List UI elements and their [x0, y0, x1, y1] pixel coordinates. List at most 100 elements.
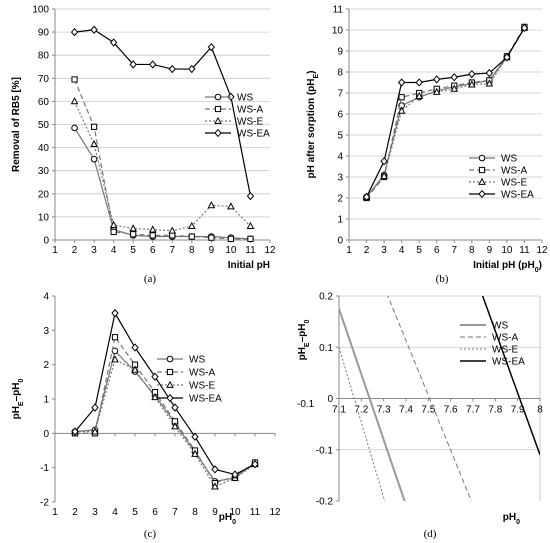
point-ws-ea	[111, 309, 119, 318]
point-ws-e	[129, 224, 138, 232]
x-axis-label: Initial pH	[228, 260, 270, 271]
y-tick-label: 60	[38, 97, 50, 108]
y-tick-label: 4	[337, 152, 343, 163]
point-ws-e	[246, 221, 255, 230]
legend-marker-ws-ea	[214, 128, 222, 138]
series-ws-ea	[481, 296, 540, 456]
x-tick-label: 9	[212, 507, 218, 518]
x-tick-label: 2	[72, 245, 78, 256]
x-tick-label: 6	[150, 245, 156, 256]
y-axis-label: pH after sorption (pHE)	[306, 70, 320, 178]
legend-label-ws-ea: WS-EA	[237, 129, 270, 140]
legend-marker-ws	[214, 93, 222, 101]
series-ws-e	[70, 97, 255, 234]
x-tick-label: 7	[169, 245, 175, 256]
x-tick-label: 9	[487, 245, 493, 256]
point-ws-a	[398, 94, 405, 101]
point-ws-ea	[485, 68, 494, 78]
x-tick-label: 9	[209, 245, 215, 256]
point-ws-ea	[188, 64, 196, 74]
x-tick-label: 7.8	[488, 405, 502, 416]
series-line-ws-e	[339, 347, 386, 501]
point-ws-e	[415, 91, 424, 100]
point-ws-a	[247, 235, 254, 242]
y-tick-label: 100	[32, 5, 49, 16]
point-ws-ea	[71, 427, 79, 436]
legend-label-ws: WS	[237, 93, 253, 104]
x-axis-label: pH0	[219, 512, 236, 526]
legend-label-ws-a: WS-A	[189, 368, 215, 379]
y-tick-label: 3	[43, 326, 49, 337]
point-ws-e	[168, 226, 177, 234]
y-tick-label: 5	[337, 131, 343, 142]
point-ws-e	[148, 225, 157, 233]
x-tick-label: 7	[451, 245, 457, 256]
series-line-ws-a	[75, 335, 256, 484]
legend-label-ws-e: WS-E	[189, 381, 215, 392]
x-tick-label: 8	[192, 507, 198, 518]
point-ws-ea	[131, 343, 139, 352]
series-line-ws-a	[366, 26, 525, 199]
point-ws-e	[227, 202, 235, 210]
series-line-ws	[339, 308, 406, 501]
legend-label-ws-ea: WS-EA	[501, 190, 534, 201]
series-ws	[71, 347, 259, 485]
point-ws-ea	[380, 157, 388, 166]
point-ws-e	[131, 365, 139, 373]
series-line-ws-ea	[74, 311, 256, 476]
y-tick-label: 6	[337, 110, 343, 121]
y-tick-label: 2	[337, 194, 343, 205]
point-ws-a	[110, 228, 117, 236]
point-ws-ea	[433, 75, 441, 84]
y-axis-label: pHE–pH0	[297, 319, 311, 360]
y-tick-label: 20	[38, 189, 50, 200]
legend-marker-ws-e	[166, 380, 174, 388]
point-ws-ea	[109, 38, 118, 47]
point-ws-ea	[211, 465, 219, 474]
point-ws-ea	[450, 73, 458, 82]
legend-label-ws-e: WS-E	[492, 345, 518, 356]
point-ws-a	[227, 235, 235, 242]
x-tick-label: 10	[225, 245, 237, 256]
point-ws-ea	[129, 60, 137, 69]
point-ws-ea	[207, 42, 216, 52]
x-tick-label: 3	[381, 245, 387, 256]
point-ws-ea	[151, 372, 159, 381]
y-tick-label: -1	[40, 463, 49, 474]
legend-label-ws-ea: WS-EA	[492, 357, 525, 368]
panel-label: (b)	[436, 273, 449, 285]
point-ws-ea	[362, 192, 371, 202]
y-tick-label: 30	[38, 166, 50, 177]
point-ws-ea	[70, 27, 79, 37]
legend-marker-ws-e	[214, 116, 222, 124]
point-ws-e	[397, 106, 406, 114]
y-axis-label: pHE–pH0	[11, 378, 25, 419]
y-tick-label: 0	[43, 236, 49, 247]
series-line-ws-ea	[74, 29, 252, 197]
legend-marker-ws	[478, 154, 486, 162]
y-tick-label: 10	[332, 26, 344, 37]
y-tick-label: 90	[38, 28, 50, 39]
point-ws-ea	[171, 403, 179, 412]
y-tick-label: 8	[337, 68, 343, 79]
y-tick-label: 40	[38, 143, 50, 154]
x-tick-label: 3	[91, 245, 97, 256]
series-ws-ea	[71, 309, 259, 479]
x-axis-label: Initial pH (pH0)	[473, 260, 542, 274]
plot-area	[339, 296, 540, 501]
x-tick-label: 2	[72, 507, 78, 518]
y-tick-label: 80	[38, 51, 50, 62]
point-ws-e	[380, 171, 388, 179]
x-tick-label: 11	[519, 245, 530, 256]
x-tick-label: 10	[501, 245, 513, 256]
point-ws-ea	[503, 53, 511, 62]
y-tick-label: 10	[38, 212, 50, 223]
legend-marker-ws-a	[214, 105, 222, 113]
x-tick-label: 1	[346, 245, 352, 256]
x-tick-label: 12	[264, 245, 276, 256]
point-ws-a	[208, 234, 215, 241]
point-ws-ea	[231, 470, 239, 479]
